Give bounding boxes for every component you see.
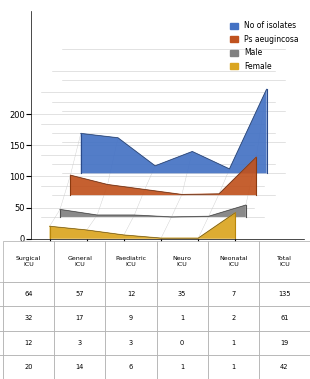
Polygon shape	[70, 157, 256, 195]
Polygon shape	[81, 89, 267, 173]
Polygon shape	[60, 205, 246, 217]
Legend: No of isolates, Ps aeugincosa, Male, Female: No of isolates, Ps aeugincosa, Male, Fem…	[228, 20, 300, 72]
Polygon shape	[50, 213, 235, 239]
